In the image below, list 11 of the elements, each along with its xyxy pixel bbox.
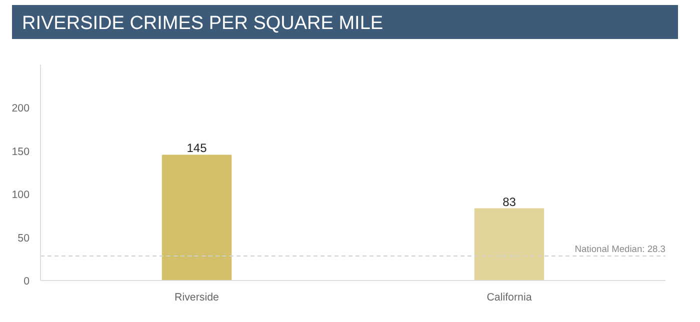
y-tick-label: 50 [18, 232, 30, 244]
x-tick-label: Riverside [174, 292, 220, 304]
y-tick-label: 200 [12, 102, 30, 115]
chart-title: RIVERSIDE CRIMES PER SQUARE MILE [22, 12, 384, 36]
y-tick-label: 0 [24, 276, 30, 288]
data-label: 145 [186, 141, 208, 156]
y-tick-label: 100 [12, 189, 30, 202]
data-label: 83 [502, 194, 516, 209]
ref-line-label: National Median: 28.3 [574, 244, 666, 254]
y-tick-label: 150 [12, 146, 30, 158]
x-tick-label: California [486, 292, 532, 304]
